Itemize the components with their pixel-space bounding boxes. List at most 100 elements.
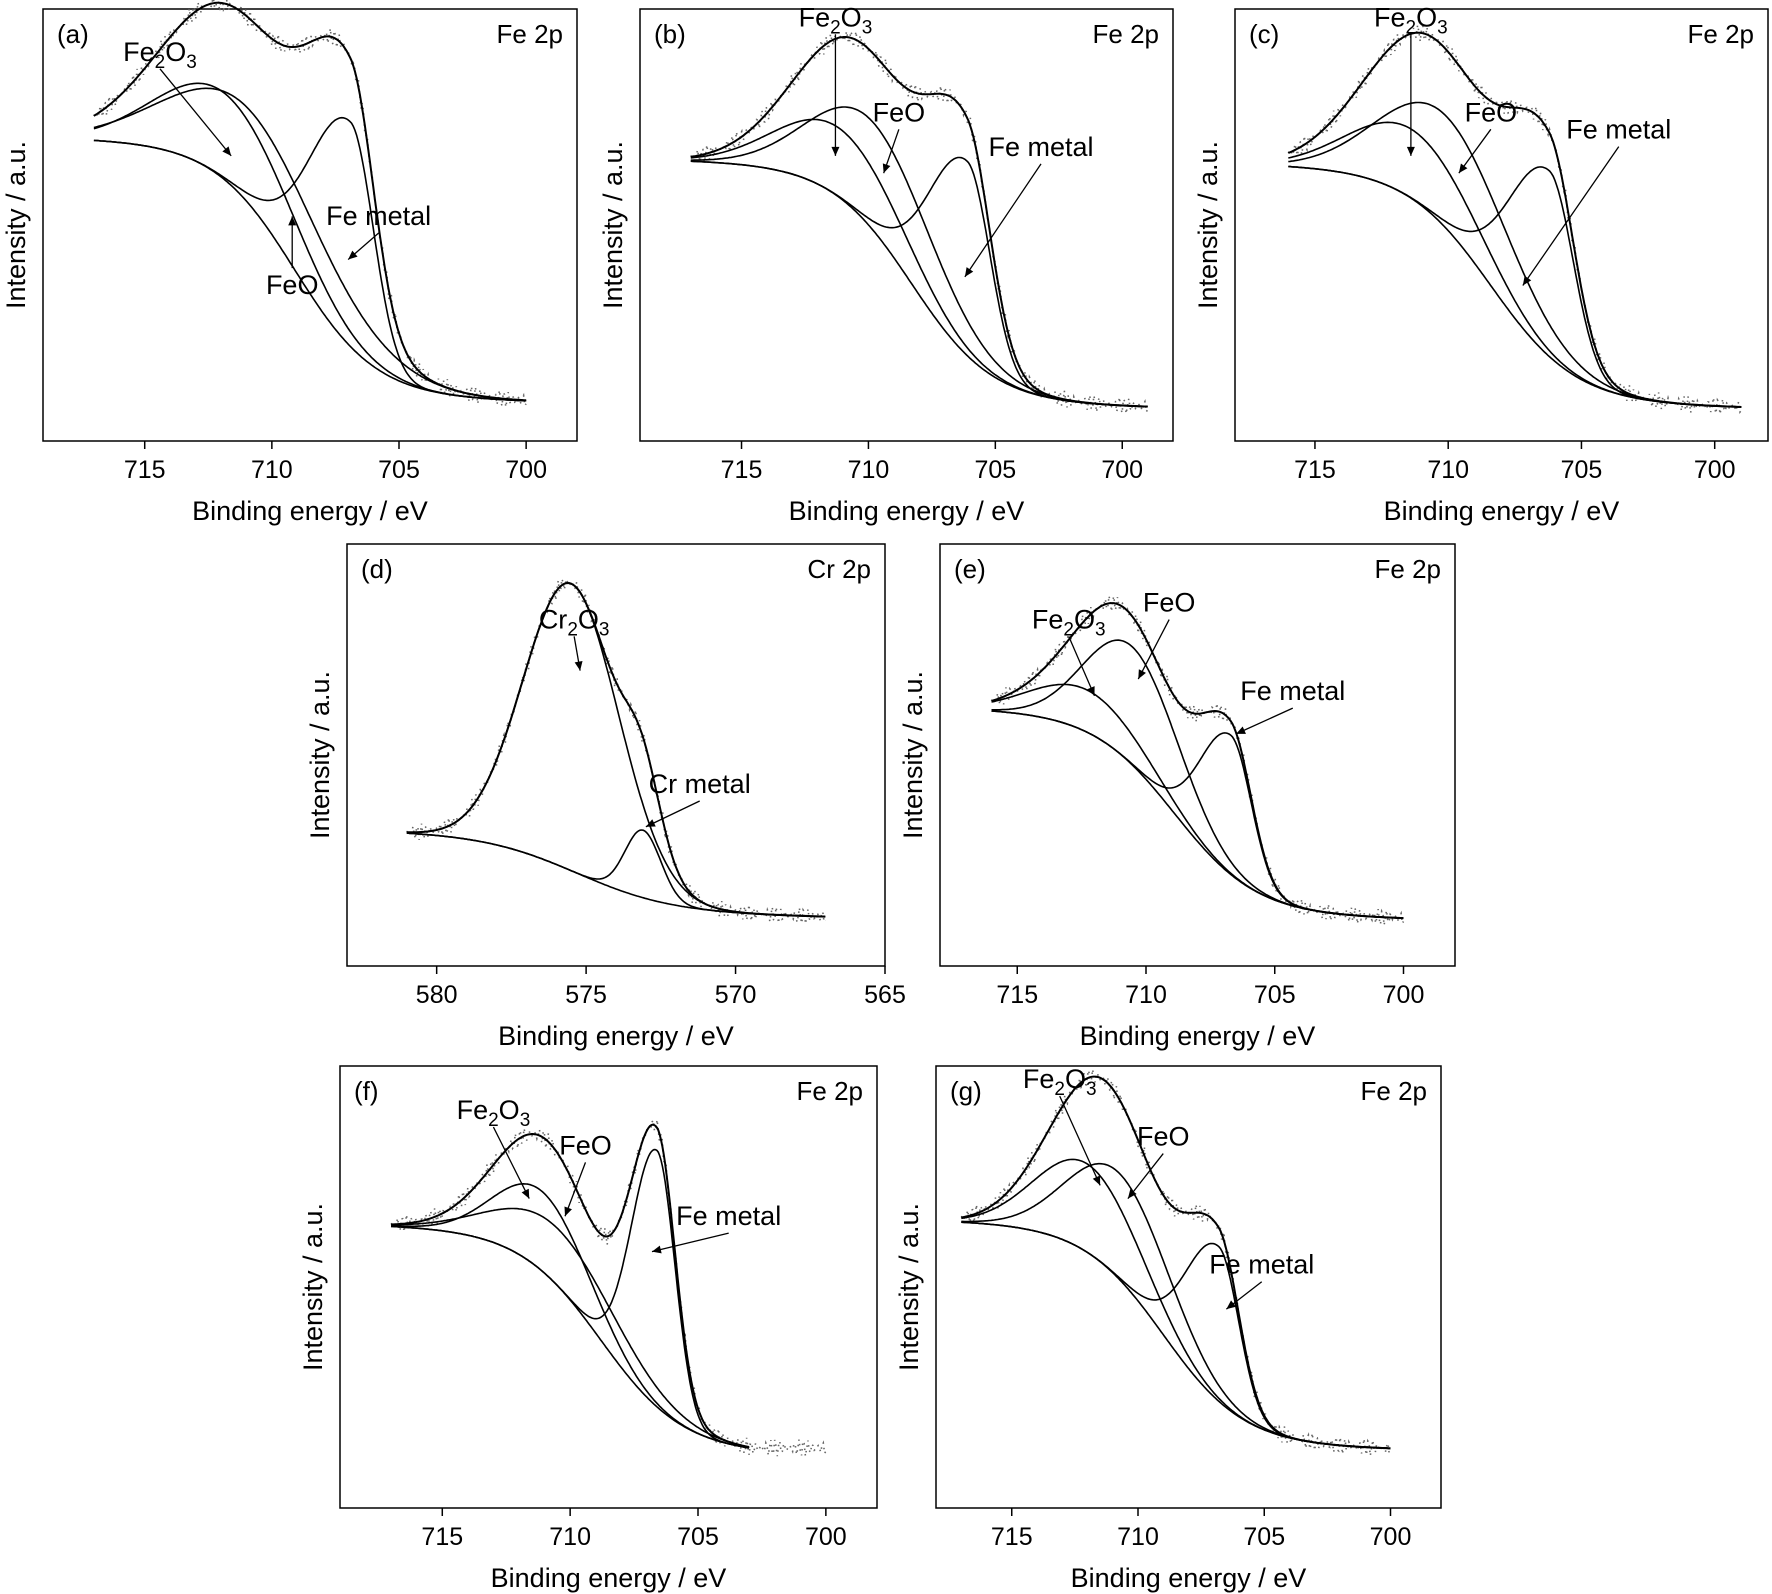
annotation-arrowhead	[645, 819, 656, 827]
background-line	[961, 1221, 1391, 1450]
x-axis-label: Binding energy / eV	[1080, 1021, 1316, 1051]
x-tick-label: 710	[549, 1523, 591, 1551]
component-fe-metal	[991, 710, 1404, 919]
annotation-arrowhead	[651, 1245, 662, 1254]
component-fe-metal	[690, 156, 1148, 408]
x-axis-label: Binding energy / eV	[789, 496, 1025, 526]
annotation-arrow	[492, 1126, 530, 1199]
annotation-label: Cr2O3	[539, 604, 610, 640]
y-axis-label: Intensity / a.u.	[298, 1203, 328, 1371]
x-tick-label: 700	[805, 1523, 847, 1551]
x-tick-label: 705	[378, 456, 420, 484]
fit-envelope	[991, 602, 1404, 920]
annotation-arrow	[1127, 1153, 1164, 1200]
spectrum-label: Cr 2p	[807, 554, 871, 584]
annotation-label: FeO	[1143, 588, 1196, 618]
x-tick-label: 715	[721, 456, 763, 484]
x-tick-label: 700	[1383, 981, 1425, 1009]
panel-e: 715 710 705 700 Binding energy / eV Intensity…	[898, 543, 1456, 1051]
annotation-arrowhead	[1092, 1175, 1101, 1186]
x-tick-label: 705	[1561, 456, 1603, 484]
annotation-arrowhead	[564, 1206, 572, 1217]
x-tick-label: 575	[565, 981, 607, 1009]
x-axis-label: Binding energy / eV	[498, 1021, 734, 1051]
panel-label: (f)	[354, 1076, 379, 1106]
raw-data-points	[1287, 25, 1742, 415]
y-axis-label: Intensity / a.u.	[598, 141, 628, 309]
annotation-label: Fe metal	[1209, 1250, 1314, 1280]
x-axis-label: Binding energy / eV	[1071, 1563, 1307, 1593]
annotation-arrow	[645, 800, 700, 828]
x-tick-label: 715	[996, 981, 1038, 1009]
x-axis-label: Binding energy / eV	[1384, 496, 1620, 526]
x-tick-label: 715	[991, 1523, 1033, 1551]
annotation-label: FeO	[1465, 97, 1518, 127]
annotation-label: Fe metal	[676, 1201, 781, 1231]
annotation-arrow	[159, 68, 232, 157]
annotation-label: FeO	[266, 270, 319, 300]
panel-d: 580 575 570 565 Binding energy / eV Intensity…	[305, 543, 906, 1051]
annotation-arrow	[564, 1162, 587, 1217]
raw-data-points	[960, 1069, 1392, 1456]
panel-a: 715 710 705 700 Binding energy / eV Intensity…	[1, 0, 578, 526]
annotation-label: FeO	[559, 1130, 612, 1160]
annotation-label: Fe2O3	[457, 1095, 531, 1131]
fit-envelope	[690, 36, 1148, 408]
background-line	[1288, 165, 1742, 408]
annotation-label: Fe2O3	[799, 2, 873, 38]
panel-f: 715 710 705 700 Binding energy / eV Intensity…	[298, 1065, 878, 1593]
annotation-arrowhead	[1458, 163, 1468, 174]
raw-data-points	[990, 595, 1405, 926]
x-tick-label: 715	[124, 456, 166, 484]
annotation-label: FeO	[1137, 1122, 1190, 1152]
y-axis-label: Intensity / a.u.	[1193, 141, 1223, 309]
annotation-arrow	[1137, 619, 1170, 680]
x-tick-label: 570	[715, 981, 757, 1009]
spectrum-label: Fe 2p	[797, 1076, 864, 1106]
component-feo	[391, 1207, 750, 1448]
annotation-arrowhead	[1087, 686, 1095, 696]
raw-data-points	[690, 28, 1149, 414]
annotation-label: Fe metal	[988, 132, 1093, 162]
panel-b: 715 710 705 700 Binding energy / eV Intensity…	[598, 2, 1174, 526]
x-tick-label: 710	[251, 456, 293, 484]
spectrum-label: Fe 2p	[497, 19, 564, 49]
x-tick-label: 700	[1694, 456, 1736, 484]
annotation-label: Cr metal	[649, 769, 751, 799]
annotation-arrow	[964, 163, 1042, 278]
annotation-arrowhead	[288, 216, 297, 226]
panel-label: (a)	[57, 19, 89, 49]
raw-data-points	[390, 1117, 827, 1457]
x-tick-label: 580	[416, 981, 458, 1009]
annotation-arrowhead	[831, 146, 840, 156]
spectrum-label: Fe 2p	[1375, 554, 1442, 584]
component-fe2o3	[961, 1158, 1391, 1450]
annotation-arrow	[1458, 128, 1492, 174]
panel-c: 715 710 705 700 Binding energy / eV Intensity…	[1193, 2, 1769, 526]
background-line	[406, 832, 826, 918]
annotation-arrow	[1235, 707, 1294, 735]
annotation-label: FeO	[873, 97, 926, 127]
panel-label: (b)	[654, 19, 686, 49]
x-tick-label: 700	[1101, 456, 1143, 484]
y-axis-label: Intensity / a.u.	[305, 671, 335, 839]
fit-envelope	[391, 1123, 750, 1448]
annotation-label: Fe metal	[1240, 676, 1345, 706]
plot-frame	[935, 1065, 1442, 1509]
annotation-arrowhead	[574, 661, 583, 671]
x-tick-label: 715	[1294, 456, 1336, 484]
x-tick-label: 710	[1125, 981, 1167, 1009]
background-line	[991, 710, 1404, 919]
y-axis-label: Intensity / a.u.	[898, 671, 928, 839]
x-tick-label: 710	[848, 456, 890, 484]
annotation-arrow	[1059, 1095, 1101, 1186]
fit-envelope	[1287, 31, 1742, 408]
annotation-label: Fe metal	[1566, 115, 1671, 145]
annotation-arrowhead	[1127, 1189, 1137, 1199]
raw-data-points	[406, 576, 826, 924]
annotation-label: Fe metal	[326, 201, 431, 231]
component-fe-metal	[391, 1148, 750, 1449]
annotation-arrow	[1522, 146, 1620, 286]
x-axis-label: Binding energy / eV	[192, 496, 428, 526]
annotation-arrow	[1068, 636, 1096, 697]
